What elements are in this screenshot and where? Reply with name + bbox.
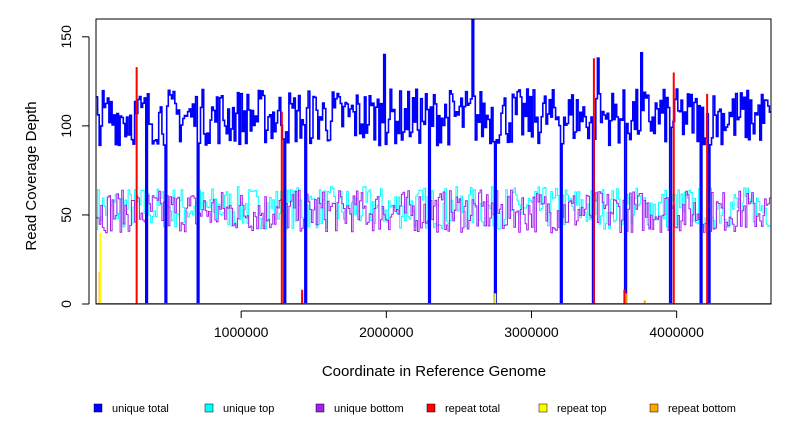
legend-label: repeat bottom [668, 403, 736, 415]
legend-swatch [204, 403, 214, 413]
legend-label: unique total [112, 403, 169, 415]
legend-label: repeat total [445, 403, 500, 415]
y-tick-label: 50 [58, 207, 74, 223]
legend-label: repeat top [557, 403, 607, 415]
x-axis-title: Coordinate in Reference Genome [322, 363, 546, 380]
legend-swatch [426, 403, 436, 413]
x-tick-label: 1000000 [214, 324, 269, 340]
x-tick-label: 4000000 [649, 324, 704, 340]
x-tick-label: 3000000 [504, 324, 559, 340]
series-line-unique-bottom [96, 189, 771, 304]
legend-swatch [649, 403, 659, 413]
y-axis-title: Read Coverage Depth [23, 101, 40, 250]
legend-label: unique bottom [334, 403, 404, 415]
series-line-unique-total [96, 19, 771, 304]
y-tick-label: 100 [58, 114, 74, 138]
y-axis: 0 50 100 150 [58, 25, 90, 308]
legend-swatch [315, 403, 325, 413]
x-axis: 1000000 2000000 3000000 4000000 [214, 310, 704, 340]
y-tick-label: 150 [58, 25, 74, 49]
x-tick-label: 2000000 [359, 324, 414, 340]
plot-frame [95, 18, 772, 305]
legend-swatch [538, 403, 548, 413]
legend-label: unique top [223, 403, 274, 415]
y-tick-label: 0 [58, 300, 74, 308]
legend: unique total unique top unique bottom repea… [93, 403, 736, 415]
legend-swatch [93, 403, 103, 413]
plot-area [96, 19, 771, 304]
